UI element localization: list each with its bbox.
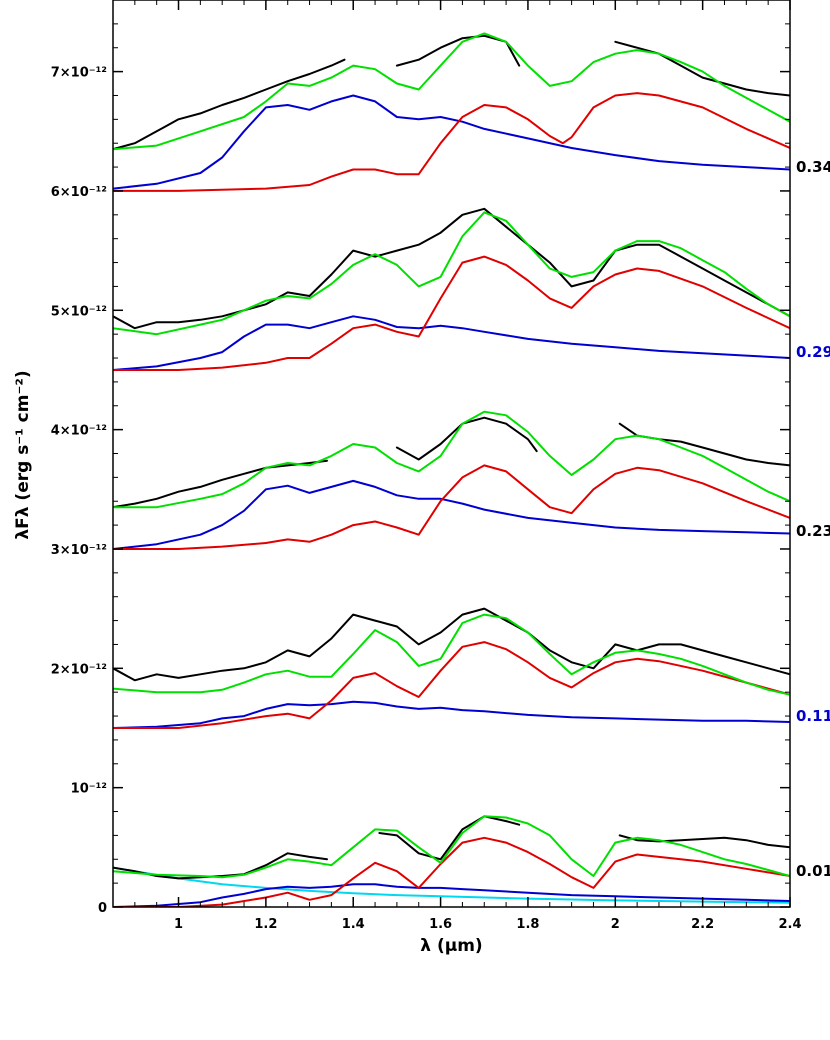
panel-0.01 — [113, 815, 790, 907]
red-model-line — [113, 255, 790, 371]
x-tick-label: 1.2 — [254, 917, 277, 932]
y-tick-label: 4×10⁻¹² — [51, 424, 107, 439]
green-model-line — [113, 613, 790, 696]
red-model-line — [113, 464, 790, 550]
panel-0.29 — [113, 207, 790, 371]
x-tick-label: 1 — [174, 917, 183, 932]
blue-model-line — [113, 315, 790, 371]
labels-layer: 1 1.2 1.4 1.6 1.8 2 2.2 2.4 0 10⁻¹² 2×10⁻¹² 3×10⁻¹²… — [51, 66, 830, 932]
observed-spectrum-line — [395, 416, 538, 461]
panel-0.11 — [113, 607, 790, 729]
green-model-line — [113, 32, 790, 151]
x-tick-label: 2.2 — [691, 917, 714, 932]
phase-label: 0.23 — [796, 522, 830, 540]
y-tick-label: 5×10⁻¹² — [51, 304, 107, 319]
blue-model-line — [113, 479, 790, 550]
observed-spectrum-line — [113, 459, 328, 509]
green-model-line — [113, 211, 790, 336]
y-axis-label: λFλ (erg s⁻¹ cm⁻²) — [13, 370, 33, 539]
blue-model-line — [113, 94, 790, 190]
blue-model-line — [113, 700, 790, 729]
y-tick-label: 7×10⁻¹² — [51, 66, 107, 81]
plot-frame — [112, 0, 791, 908]
observed-spectrum-line — [113, 207, 790, 330]
y-tick-label: 3×10⁻¹² — [51, 543, 107, 558]
red-model-line — [113, 641, 790, 729]
observed-spectrum-line — [378, 815, 521, 861]
x-axis-label: λ (μm) — [420, 936, 482, 956]
observed-spectrum-line — [618, 422, 790, 467]
y-tick-label: 0 — [98, 901, 107, 916]
phase-label: 0.34 — [796, 158, 830, 176]
observed-spectrum-line — [113, 607, 790, 682]
green-model-line — [113, 410, 790, 509]
observed-spectrum-line — [113, 58, 346, 151]
observed-spectrum-line — [614, 40, 790, 97]
y-tick-label: 2×10⁻¹² — [51, 662, 107, 677]
blue-model-line — [113, 883, 790, 907]
observed-spectrum-line — [618, 834, 790, 849]
panel-0.34 — [113, 32, 790, 192]
ticks-layer — [113, 0, 791, 908]
x-tick-label: 1.6 — [429, 917, 452, 932]
x-tick-label: 1.8 — [516, 917, 539, 932]
y-tick-label: 6×10⁻¹² — [51, 185, 107, 200]
red-model-line — [113, 836, 790, 907]
x-tick-label: 2.4 — [778, 917, 801, 932]
phase-label: 0.29 — [796, 343, 830, 361]
series-layer — [113, 32, 790, 907]
x-tick-label: 2 — [611, 917, 620, 932]
red-model-line — [113, 92, 790, 192]
phase-label: 0.11 — [796, 707, 830, 725]
y-tick-label: 10⁻¹² — [71, 782, 107, 797]
phase-label: 0.01 — [796, 862, 830, 880]
x-tick-label: 1.4 — [342, 917, 365, 932]
panel-0.23 — [113, 410, 790, 550]
green-model-line — [113, 815, 790, 879]
